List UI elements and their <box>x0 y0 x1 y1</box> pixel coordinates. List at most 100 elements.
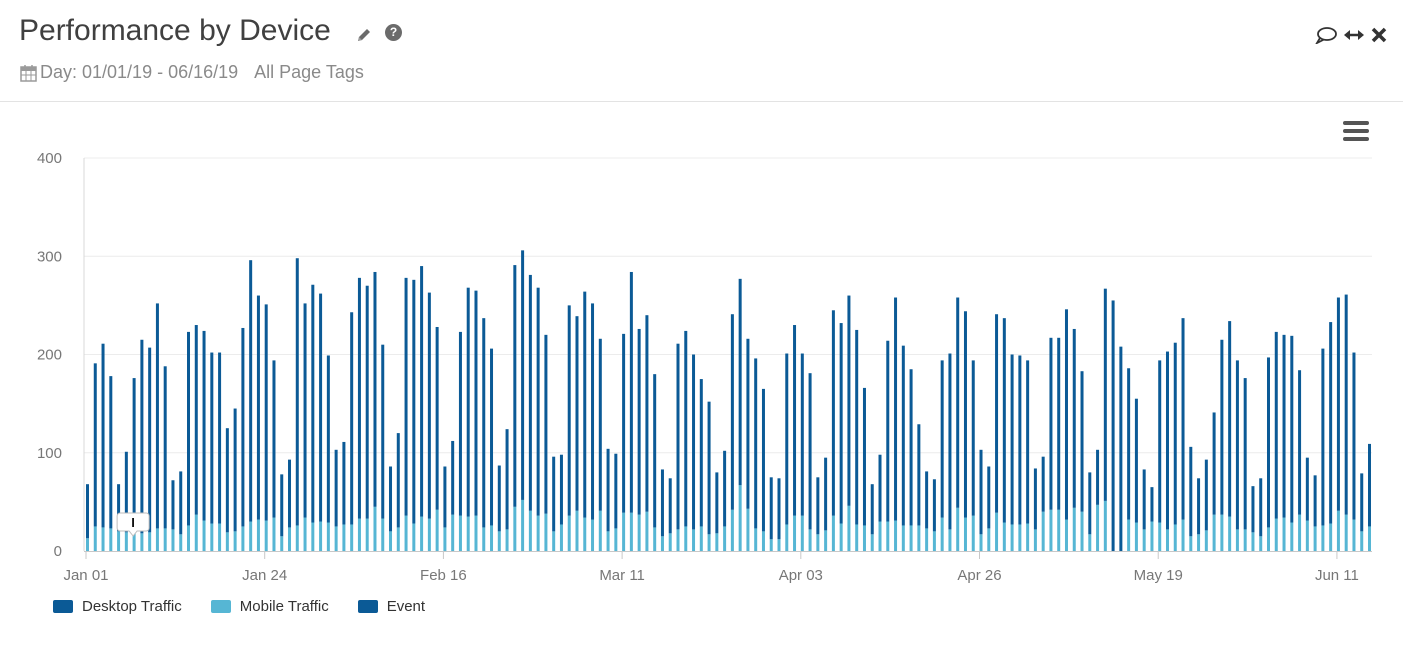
bar-desktop <box>1173 342 1177 525</box>
bar-mobile <box>855 524 859 551</box>
bar-mobile <box>699 526 703 551</box>
bar-desktop <box>707 401 711 535</box>
bar-mobile <box>637 514 641 551</box>
bar-desktop <box>490 348 494 526</box>
bar-mobile <box>1368 526 1371 551</box>
bar-mobile <box>606 531 610 551</box>
bar-desktop <box>342 441 346 525</box>
speech-bubble-icon[interactable] <box>1315 26 1337 44</box>
bar-mobile <box>1243 529 1247 551</box>
close-icon[interactable] <box>1371 27 1387 43</box>
bar-desktop <box>326 355 330 523</box>
subtitle-row: Day: 01/01/19 - 06/16/19 All Page Tags <box>20 62 364 83</box>
legend-item-event[interactable]: Event <box>357 598 425 615</box>
bar-desktop <box>86 484 89 539</box>
bar-mobile <box>420 516 424 551</box>
bar-mobile <box>1352 519 1356 551</box>
bar-mobile <box>1026 523 1030 551</box>
bar-mobile <box>171 529 175 551</box>
bar-mobile <box>1329 523 1333 551</box>
bar-mobile <box>1165 529 1169 551</box>
bar-mobile <box>1064 519 1068 551</box>
bar-mobile <box>668 533 672 551</box>
bar-desktop <box>831 310 835 516</box>
bar-mobile <box>389 531 393 551</box>
bar-mobile <box>1103 500 1107 551</box>
bar-desktop <box>583 291 587 518</box>
bar-desktop <box>171 480 175 530</box>
bar-mobile <box>93 526 97 551</box>
bar-mobile <box>1197 534 1201 551</box>
bar-desktop <box>1041 456 1045 512</box>
x-tick-label: Apr 03 <box>779 567 823 584</box>
bar-desktop <box>1298 370 1302 515</box>
bar-mobile <box>1127 519 1131 551</box>
bar-mobile <box>350 524 354 551</box>
bar-desktop <box>319 293 323 522</box>
bar-desktop <box>894 297 898 521</box>
bar-mobile <box>917 525 921 551</box>
bar-mobile <box>816 534 820 551</box>
bar-mobile <box>365 518 369 551</box>
bar-mobile <box>971 515 975 551</box>
bar-mobile <box>536 515 540 551</box>
question-circle-icon[interactable]: ? <box>385 24 402 41</box>
bar-mobile <box>746 508 750 551</box>
bar-mobile <box>715 533 719 551</box>
bar-mobile <box>132 525 136 551</box>
bar-desktop <box>536 287 540 516</box>
bar-desktop <box>528 274 532 511</box>
bar-mobile <box>1033 529 1037 551</box>
event-flag[interactable] <box>116 512 150 537</box>
page-tags-filter[interactable]: All Page Tags <box>254 62 364 82</box>
bar-desktop <box>497 465 501 532</box>
bar-mobile <box>723 526 727 551</box>
bar-desktop <box>963 311 967 518</box>
bar-desktop <box>288 459 292 528</box>
bar-desktop <box>1274 331 1278 519</box>
bar-mobile <box>86 538 89 551</box>
bar-desktop <box>334 449 338 527</box>
bar-desktop <box>761 388 765 532</box>
bar-mobile <box>1150 521 1154 551</box>
bar-desktop <box>917 424 921 526</box>
bar-desktop <box>637 328 641 515</box>
bar-desktop <box>132 378 136 526</box>
bar-mobile <box>1259 536 1263 551</box>
legend-item-desktop[interactable]: Desktop Traffic <box>53 598 182 615</box>
bar-desktop <box>684 330 688 527</box>
bar-desktop <box>1344 294 1348 515</box>
bar-mobile <box>513 506 517 551</box>
bar-desktop <box>956 297 960 508</box>
bar-desktop <box>179 471 183 535</box>
bar-desktop <box>1282 334 1286 518</box>
bar-desktop <box>210 352 214 524</box>
legend-item-mobile[interactable]: Mobile Traffic <box>210 598 329 615</box>
pencil-icon[interactable] <box>356 27 372 43</box>
bar-desktop <box>653 374 657 528</box>
legend-label-mobile: Mobile Traffic <box>239 598 329 615</box>
bar-desktop <box>272 360 276 518</box>
bar-desktop <box>1018 355 1022 525</box>
bar-mobile <box>218 523 222 551</box>
bar-mobile <box>676 529 680 551</box>
bar-mobile <box>482 527 486 551</box>
bar-desktop <box>1096 449 1100 505</box>
bar-desktop <box>451 440 455 515</box>
bar-mobile <box>1313 526 1317 551</box>
bar-desktop <box>824 457 828 531</box>
bar-mobile <box>443 527 447 551</box>
bar-desktop <box>1103 288 1107 501</box>
hamburger-menu-icon[interactable] <box>1343 120 1370 142</box>
bar-desktop <box>381 344 385 519</box>
bar-desktop <box>249 260 253 522</box>
bar-mobile <box>800 515 804 551</box>
legend-swatch-desktop <box>53 600 73 613</box>
bar-mobile <box>109 528 113 551</box>
y-tick-label: 200 <box>37 347 62 364</box>
date-range[interactable]: Day: 01/01/19 - 06/16/19 <box>40 62 239 82</box>
horizontal-resize-icon[interactable] <box>1343 28 1365 42</box>
bar-mobile <box>326 522 330 551</box>
bar-desktop <box>746 338 750 509</box>
bar-mobile <box>1189 536 1193 551</box>
